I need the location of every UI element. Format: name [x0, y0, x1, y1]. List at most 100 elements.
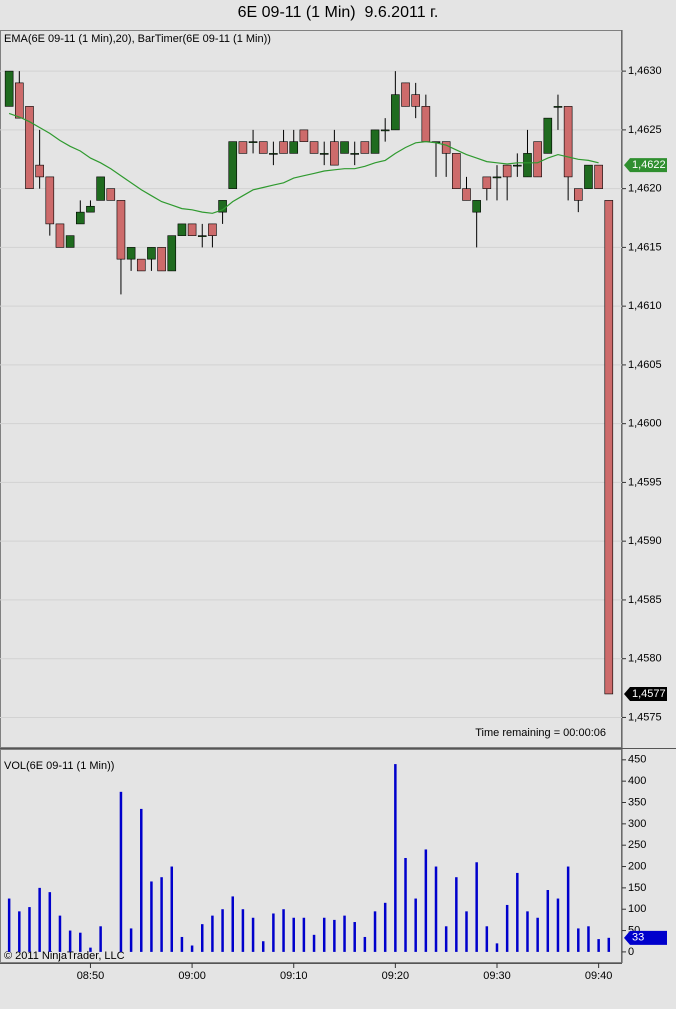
candle-body [391, 94, 400, 131]
x-tick-label: 08:50 [77, 970, 105, 982]
candle-body [513, 164, 522, 167]
volume-bar [475, 862, 478, 952]
candle-body [604, 200, 614, 695]
volume-bar [394, 764, 397, 952]
candle-body [401, 82, 410, 107]
volume-bar [251, 917, 255, 952]
x-tick-label: 09:20 [382, 970, 410, 982]
volume-bar [190, 945, 194, 952]
volume-bar [7, 898, 11, 952]
volume-bar [414, 898, 417, 952]
volume-bar [455, 877, 458, 952]
volume-bar [353, 922, 356, 952]
y-tick-label: 400 [628, 775, 646, 787]
volume-bar [129, 928, 133, 952]
y-tick-label: 1,4625 [628, 124, 662, 136]
candle-body [299, 129, 309, 142]
volume-bar [68, 930, 72, 952]
candle-body [136, 258, 146, 272]
candle-body [360, 141, 370, 154]
candle-body [55, 223, 65, 248]
candle-body [350, 153, 360, 155]
volume-bar [231, 896, 234, 952]
y-tick-label: 1,4615 [628, 241, 662, 253]
candle-body [563, 106, 573, 178]
ema-line [8, 112, 599, 214]
volume-bar [495, 943, 499, 952]
candle-body [279, 141, 288, 154]
candle-body [421, 106, 431, 142]
candle-body [289, 141, 299, 154]
candle-body [330, 141, 339, 166]
price-marker [624, 686, 667, 701]
y-tick-label: 450 [628, 754, 646, 766]
candle-body [187, 223, 197, 236]
candle-body [157, 247, 166, 272]
candle-body [380, 129, 390, 132]
y-tick-label: 1,4620 [628, 183, 662, 195]
candle-body [584, 164, 593, 189]
volume-bar [485, 926, 489, 952]
candle-body [86, 205, 95, 213]
candle-body [502, 164, 512, 178]
volume-bar [170, 866, 174, 952]
volume-bar [505, 904, 509, 952]
volume-bar [465, 911, 468, 952]
chart-title: 6E 09-11 (1 Min) 9.6.2011 г. [238, 4, 439, 21]
candle-body [441, 141, 451, 154]
candle-body [238, 141, 248, 154]
candle-body [309, 141, 319, 154]
y-tick-label: 350 [628, 796, 646, 808]
x-tick-label: 09:40 [585, 970, 613, 982]
volume-bar [241, 909, 245, 952]
candle-body [35, 164, 44, 178]
volume-bar [140, 808, 143, 952]
price-marker [624, 158, 667, 173]
candle-body [462, 188, 471, 201]
volume-bar [28, 907, 31, 952]
annotation: Time remaining = 00:00:06 [475, 727, 606, 739]
y-tick-label: 1,4630 [628, 65, 662, 77]
candle-body [126, 247, 136, 260]
candle-body [167, 235, 177, 272]
volume-bar [302, 917, 306, 952]
candle-body [65, 235, 75, 248]
y-tick-label: 1,4600 [628, 418, 662, 430]
volume-bar [180, 936, 184, 952]
volume-bar [526, 911, 529, 952]
y-tick-label: 0 [628, 946, 634, 958]
volume-bar [577, 928, 580, 952]
candle-body [482, 176, 492, 189]
volume-bar [566, 866, 570, 952]
candle-body [452, 153, 461, 189]
candle-body [45, 176, 55, 225]
candle-body [15, 82, 24, 119]
volume-bar [434, 866, 438, 952]
volume-bar [607, 937, 611, 952]
price-marker-label: 1,4577 [632, 688, 666, 700]
candle-body [197, 235, 207, 237]
y-tick-label: 300 [628, 818, 646, 830]
volume-bar [312, 934, 316, 952]
price-marker-label: 33 [632, 932, 644, 944]
candle-body [523, 153, 532, 178]
candle-body [411, 94, 420, 107]
candle-body [553, 106, 563, 108]
volume-bar [18, 911, 21, 952]
volume-bar [343, 915, 346, 952]
volume-bar [546, 890, 550, 952]
volume-bar [373, 911, 377, 952]
volume-bar [48, 892, 52, 952]
y-tick-label: 1,4585 [628, 594, 662, 606]
volume-bar [404, 857, 407, 952]
volume-bar [363, 936, 367, 952]
volume-bar [261, 941, 265, 952]
volume-bar [38, 887, 41, 952]
candle-body [573, 188, 583, 201]
candle-body [533, 141, 542, 178]
volume-bar [292, 917, 295, 952]
y-tick-label: 1,4610 [628, 300, 662, 312]
candle-body [147, 247, 156, 260]
y-tick-label: 1,4595 [628, 476, 662, 488]
